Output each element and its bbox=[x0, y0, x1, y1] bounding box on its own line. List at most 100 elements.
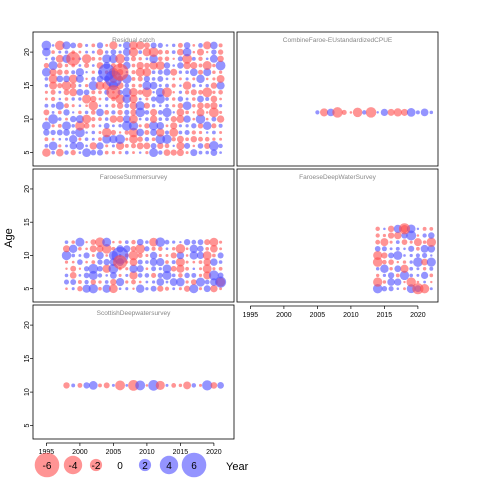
positive-residual-bubble bbox=[413, 257, 423, 267]
negative-residual-bubble bbox=[71, 240, 75, 244]
negative-residual-bubble bbox=[198, 273, 203, 278]
positive-residual-bubble bbox=[204, 279, 210, 285]
negative-residual-bubble bbox=[171, 97, 176, 101]
negative-residual-bubble bbox=[401, 239, 408, 246]
negative-residual-bubble bbox=[204, 136, 210, 142]
positive-residual-bubble bbox=[96, 108, 104, 117]
negative-residual-bubble bbox=[219, 247, 223, 251]
negative-residual-bubble bbox=[198, 136, 203, 142]
negative-residual-bubble bbox=[398, 223, 411, 235]
positive-residual-bubble bbox=[82, 148, 91, 157]
positive-residual-bubble bbox=[58, 90, 62, 94]
positive-residual-bubble bbox=[203, 68, 212, 77]
negative-residual-bubble bbox=[65, 267, 68, 270]
negative-residual-bubble bbox=[125, 137, 129, 141]
negative-residual-bubble bbox=[170, 149, 177, 156]
negative-residual-bubble bbox=[192, 50, 196, 54]
negative-residual-bubble bbox=[65, 287, 68, 291]
negative-residual-bubble bbox=[210, 82, 218, 89]
positive-residual-bubble bbox=[388, 252, 395, 259]
positive-residual-bubble bbox=[124, 103, 130, 109]
negative-residual-bubble bbox=[381, 252, 388, 259]
negative-residual-bubble bbox=[149, 237, 159, 247]
negative-residual-bubble bbox=[389, 267, 393, 271]
positive-residual-bubble bbox=[191, 239, 197, 245]
bubbles bbox=[372, 223, 437, 295]
negative-residual-bubble bbox=[144, 62, 150, 69]
negative-residual-bubble bbox=[125, 280, 129, 284]
positive-residual-bubble bbox=[429, 266, 434, 271]
negative-residual-bubble bbox=[131, 76, 136, 81]
bubbles bbox=[61, 237, 227, 294]
positive-residual-bubble bbox=[62, 121, 71, 131]
negative-residual-bubble bbox=[387, 225, 395, 233]
negative-residual-bubble bbox=[178, 287, 182, 291]
positive-residual-bubble bbox=[48, 141, 58, 151]
positive-residual-bubble bbox=[58, 137, 62, 141]
positive-residual-bubble bbox=[219, 151, 222, 154]
positive-residual-bubble bbox=[122, 48, 131, 57]
positive-residual-bubble bbox=[178, 124, 182, 128]
positive-residual-bubble bbox=[381, 246, 387, 252]
negative-residual-bubble bbox=[71, 260, 75, 264]
negative-residual-bubble bbox=[113, 255, 128, 270]
positive-residual-bubble bbox=[152, 91, 155, 94]
positive-residual-bubble bbox=[78, 84, 82, 88]
negative-residual-bubble bbox=[84, 83, 89, 88]
positive-residual-bubble bbox=[376, 111, 379, 114]
positive-residual-bubble bbox=[145, 280, 149, 284]
positive-residual-bubble bbox=[151, 103, 156, 108]
positive-residual-bubble bbox=[135, 107, 145, 118]
positive-residual-bubble bbox=[69, 135, 78, 144]
negative-residual-bubble bbox=[178, 77, 182, 81]
positive-residual-bubble bbox=[155, 134, 166, 145]
negative-residual-bubble bbox=[212, 137, 216, 141]
negative-residual-bubble bbox=[145, 384, 149, 387]
negative-residual-bubble bbox=[158, 253, 162, 258]
negative-residual-bubble bbox=[192, 144, 196, 148]
negative-residual-bubble bbox=[178, 273, 183, 278]
positive-residual-bubble bbox=[42, 47, 51, 57]
negative-residual-bubble bbox=[89, 142, 98, 150]
positive-residual-bubble bbox=[165, 44, 169, 47]
positive-residual-bubble bbox=[395, 246, 400, 251]
negative-residual-bubble bbox=[137, 89, 143, 95]
negative-residual-bubble bbox=[54, 40, 65, 51]
negative-residual-bubble bbox=[135, 243, 146, 254]
panel-frame bbox=[32, 304, 235, 440]
y-tick-label: 15 bbox=[24, 355, 31, 363]
negative-residual-bubble bbox=[198, 63, 203, 68]
positive-residual-bubble bbox=[88, 80, 98, 91]
negative-residual-bubble bbox=[190, 61, 198, 70]
positive-residual-bubble bbox=[399, 270, 410, 281]
negative-residual-bubble bbox=[382, 233, 386, 238]
positive-residual-bubble bbox=[209, 54, 218, 63]
positive-residual-bubble bbox=[64, 240, 69, 244]
negative-residual-bubble bbox=[98, 137, 102, 142]
negative-residual-bubble bbox=[42, 148, 51, 157]
negative-residual-bubble bbox=[129, 271, 138, 280]
negative-residual-bubble bbox=[131, 239, 136, 245]
positive-residual-bubble bbox=[84, 279, 89, 285]
negative-residual-bubble bbox=[145, 97, 149, 101]
negative-residual-bubble bbox=[332, 107, 343, 118]
positive-residual-bubble bbox=[69, 142, 77, 150]
positive-residual-bubble bbox=[68, 244, 78, 254]
positive-residual-bubble bbox=[218, 143, 223, 149]
negative-residual-bubble bbox=[77, 382, 83, 388]
negative-residual-bubble bbox=[149, 115, 158, 123]
negative-residual-bubble bbox=[198, 260, 203, 264]
positive-residual-bubble bbox=[315, 110, 320, 115]
negative-residual-bubble bbox=[389, 240, 393, 244]
positive-residual-bubble bbox=[156, 278, 165, 286]
positive-residual-bubble bbox=[63, 129, 70, 136]
positive-residual-bubble bbox=[118, 43, 122, 47]
negative-residual-bubble bbox=[151, 272, 157, 278]
negative-residual-bubble bbox=[210, 102, 218, 110]
positive-residual-bubble bbox=[218, 104, 223, 108]
negative-residual-bubble bbox=[365, 107, 377, 118]
positive-residual-bubble bbox=[58, 97, 62, 101]
negative-residual-bubble bbox=[396, 260, 400, 264]
negative-residual-bubble bbox=[104, 109, 110, 115]
negative-residual-bubble bbox=[116, 115, 124, 123]
